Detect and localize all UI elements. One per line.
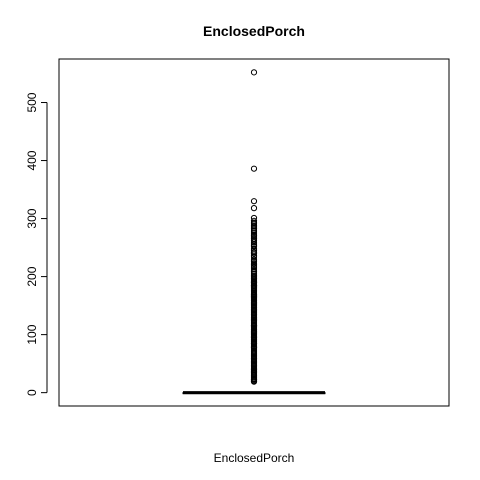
outlier-point: [250, 265, 258, 273]
outlier-point: [250, 253, 258, 260]
outlier-point: [250, 69, 258, 76]
outlier-point: [250, 245, 258, 252]
plot-frame: [58, 58, 450, 407]
outlier-point: [250, 243, 258, 250]
box-group: [182, 391, 326, 395]
outlier-point: [250, 198, 258, 205]
outliers: [250, 69, 258, 385]
outlier-point: [250, 264, 258, 271]
y-tick-label: 100: [25, 324, 39, 344]
outlier-point: [250, 250, 258, 257]
outlier-point: [250, 214, 258, 222]
y-tick-label: 200: [25, 266, 39, 286]
outlier-point: [250, 217, 258, 224]
chart-title: EnclosedPorch: [203, 23, 305, 39]
x-axis-label: EnclosedPorch: [214, 451, 295, 465]
outlier-point: [250, 223, 258, 230]
outlier-point: [250, 165, 258, 172]
outlier-point: [250, 237, 258, 244]
outlier-point: [250, 220, 258, 227]
y-tick-label: 500: [25, 92, 39, 112]
y-tick-label: 400: [25, 150, 39, 170]
outlier-point: [250, 258, 258, 265]
outlier-point: [250, 239, 258, 246]
outlier-point: [250, 378, 258, 385]
y-tick-label: 0: [25, 389, 39, 396]
outlier-point: [250, 268, 258, 276]
y-tick-label: 300: [25, 208, 39, 228]
outlier-point: [250, 260, 258, 267]
outlier-point: [250, 229, 258, 237]
outlier-point: [250, 228, 258, 235]
y-axis: 0 100 200 300 400 500: [25, 92, 48, 396]
outlier-point: [250, 225, 258, 232]
outlier-point: [250, 205, 258, 212]
